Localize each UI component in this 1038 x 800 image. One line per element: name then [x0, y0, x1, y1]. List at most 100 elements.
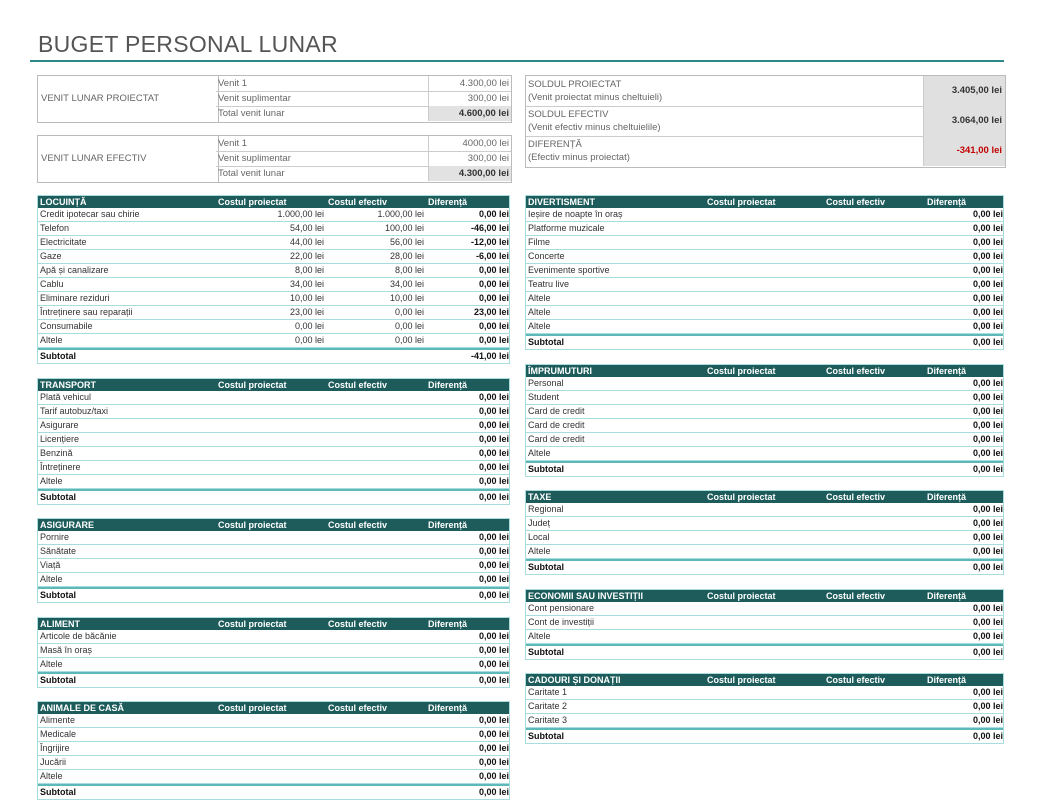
- difference: 0,00 lei: [478, 659, 509, 669]
- actual-cost[interactable]: 0,00 lei: [394, 321, 424, 331]
- actual-cost[interactable]: 0,00 lei: [394, 307, 424, 317]
- difference: 0,00 lei: [478, 645, 509, 655]
- table-row[interactable]: Eliminare reziduri 10,00 lei 10,00 lei 0,00…: [38, 292, 509, 306]
- table-row[interactable]: Altele 0,00 lei: [526, 545, 1003, 559]
- expense-table: ÎMPRUMUTURI Costul proiectat Costul efecti…: [525, 364, 1004, 477]
- table-row[interactable]: Ieșire de noapte în oraș 0,00 lei: [526, 208, 1003, 222]
- category-title: TRANSPORT: [40, 380, 96, 390]
- table-row[interactable]: Benzină 0,00 lei: [38, 447, 509, 461]
- table-row[interactable]: Student 0,00 lei: [526, 391, 1003, 405]
- table-row[interactable]: Apă și canalizare 8,00 lei 8,00 lei 0,00 le…: [38, 264, 509, 278]
- difference: 23,00 lei: [473, 307, 509, 317]
- table-row[interactable]: Întreținere 0,00 lei: [38, 461, 509, 475]
- table-row[interactable]: Altele 0,00 lei: [526, 447, 1003, 461]
- table-row[interactable]: Altele 0,00 lei 0,00 lei 0,00 lei: [38, 334, 509, 348]
- projected-cost[interactable]: 8,00 lei: [294, 265, 324, 275]
- table-row[interactable]: Jucării 0,00 lei: [38, 756, 509, 770]
- expense-table: ECONOMII SAU INVESTIȚII Costul proiectat C…: [525, 589, 1004, 660]
- table-row[interactable]: Caritate 1 0,00 lei: [526, 686, 1003, 700]
- income-total-row: Total venit lunar 4.300,00 lei: [216, 166, 511, 181]
- table-row[interactable]: Card de credit 0,00 lei: [526, 405, 1003, 419]
- table-row[interactable]: Tarif autobuz/taxi 0,00 lei: [38, 405, 509, 419]
- table-row[interactable]: Altele 0,00 lei: [38, 770, 509, 784]
- income-value[interactable]: 300,00 lei: [428, 151, 511, 166]
- table-row[interactable]: Personal 0,00 lei: [526, 377, 1003, 391]
- table-row[interactable]: Altele 0,00 lei: [526, 292, 1003, 306]
- projected-cost[interactable]: 0,00 lei: [294, 335, 324, 345]
- table-row[interactable]: Caritate 2 0,00 lei: [526, 700, 1003, 714]
- income-value[interactable]: 300,00 lei: [428, 91, 511, 106]
- projected-cost[interactable]: 1.000,00 lei: [277, 209, 324, 219]
- title-divider: [30, 60, 1004, 62]
- income-value[interactable]: 4.300,00 lei: [428, 76, 511, 91]
- table-row[interactable]: Cont pensionare 0,00 lei: [526, 602, 1003, 616]
- table-row[interactable]: Cablu 34,00 lei 34,00 lei 0,00 lei: [38, 278, 509, 292]
- table-row[interactable]: Masă în oraș 0,00 lei: [38, 644, 509, 658]
- table-row[interactable]: Articole de băcănie 0,00 lei: [38, 630, 509, 644]
- table-header: ANIMALE DE CASĂ Costul proiectat Costul ef…: [38, 702, 509, 714]
- income-name: Venit suplimentar: [218, 93, 291, 104]
- table-row[interactable]: Alimente 0,00 lei: [38, 714, 509, 728]
- table-row[interactable]: Caritate 3 0,00 lei: [526, 714, 1003, 728]
- table-row[interactable]: Viață 0,00 lei: [38, 559, 509, 573]
- actual-cost[interactable]: 10,00 lei: [389, 293, 424, 303]
- table-row[interactable]: Credit ipotecar sau chirie 1.000,00 lei 1.…: [38, 208, 509, 222]
- projected-cost[interactable]: 54,00 lei: [289, 223, 324, 233]
- table-row[interactable]: Județ 0,00 lei: [526, 517, 1003, 531]
- actual-cost[interactable]: 0,00 lei: [394, 335, 424, 345]
- table-row[interactable]: Plată vehicul 0,00 lei: [38, 391, 509, 405]
- table-row[interactable]: Sănătate 0,00 lei: [38, 545, 509, 559]
- actual-cost[interactable]: 28,00 lei: [389, 251, 424, 261]
- difference: 0,00 lei: [478, 757, 509, 767]
- projected-cost[interactable]: 34,00 lei: [289, 279, 324, 289]
- actual-cost[interactable]: 34,00 lei: [389, 279, 424, 289]
- table-row[interactable]: Altele 0,00 lei: [526, 320, 1003, 334]
- actual-income-label: VENIT LUNAR EFECTIV: [38, 136, 219, 182]
- projected-cost[interactable]: 10,00 lei: [289, 293, 324, 303]
- table-header: ÎMPRUMUTURI Costul proiectat Costul efecti…: [526, 365, 1003, 377]
- table-row[interactable]: Card de credit 0,00 lei: [526, 419, 1003, 433]
- table-row[interactable]: Medicale 0,00 lei: [38, 728, 509, 742]
- table-row[interactable]: Asigurare 0,00 lei: [38, 419, 509, 433]
- table-row[interactable]: Electricitate 44,00 lei 56,00 lei -12,00 le…: [38, 236, 509, 250]
- table-row[interactable]: Card de credit 0,00 lei: [526, 433, 1003, 447]
- table-row[interactable]: Pornire 0,00 lei: [38, 531, 509, 545]
- table-row[interactable]: Evenimente sportive 0,00 lei: [526, 264, 1003, 278]
- table-row[interactable]: Altele 0,00 lei: [38, 573, 509, 587]
- projected-cost[interactable]: 44,00 lei: [289, 237, 324, 247]
- income-value[interactable]: 4000,00 lei: [428, 136, 511, 151]
- table-row[interactable]: Platforme muzicale 0,00 lei: [526, 222, 1003, 236]
- projected-cost[interactable]: 22,00 lei: [289, 251, 324, 261]
- table-row[interactable]: Gaze 22,00 lei 28,00 lei -6,00 lei: [38, 250, 509, 264]
- projected-cost[interactable]: 23,00 lei: [289, 307, 324, 317]
- actual-cost[interactable]: 8,00 lei: [394, 265, 424, 275]
- income-row[interactable]: Venit suplimentar 300,00 lei: [216, 151, 511, 167]
- table-row[interactable]: Altele 0,00 lei: [526, 306, 1003, 320]
- table-row[interactable]: Licențiere 0,00 lei: [38, 433, 509, 447]
- column-difference: Diferență: [927, 492, 967, 502]
- projected-cost[interactable]: 0,00 lei: [294, 321, 324, 331]
- table-row[interactable]: Îngrijire 0,00 lei: [38, 742, 509, 756]
- table-row[interactable]: Filme 0,00 lei: [526, 236, 1003, 250]
- table-row[interactable]: Întreținere sau reparații 23,00 lei 0,00 l…: [38, 306, 509, 320]
- actual-cost[interactable]: 56,00 lei: [389, 237, 424, 247]
- item-name: Gaze: [40, 251, 62, 261]
- table-row[interactable]: Altele 0,00 lei: [526, 630, 1003, 644]
- actual-cost[interactable]: 100,00 lei: [384, 223, 424, 233]
- income-row[interactable]: Venit suplimentar 300,00 lei: [216, 91, 511, 107]
- income-row[interactable]: Venit 1 4000,00 lei: [216, 136, 511, 152]
- table-row[interactable]: Regional 0,00 lei: [526, 503, 1003, 517]
- table-row[interactable]: Concerte 0,00 lei: [526, 250, 1003, 264]
- table-row[interactable]: Local 0,00 lei: [526, 531, 1003, 545]
- table-row[interactable]: Telefon 54,00 lei 100,00 lei -46,00 lei: [38, 222, 509, 236]
- table-header: ALIMENT Costul proiectat Costul efectiv Dif…: [38, 618, 509, 630]
- table-row[interactable]: Altele 0,00 lei: [38, 658, 509, 672]
- actual-cost[interactable]: 1.000,00 lei: [377, 209, 424, 219]
- table-row[interactable]: Teatru live 0,00 lei: [526, 278, 1003, 292]
- table-row[interactable]: Consumabile 0,00 lei 0,00 lei 0,00 lei: [38, 320, 509, 334]
- table-row[interactable]: Cont de investiții 0,00 lei: [526, 616, 1003, 630]
- table-row[interactable]: Altele 0,00 lei: [38, 475, 509, 489]
- subtotal-label: Subtotal: [40, 492, 76, 502]
- income-row[interactable]: Venit 1 4.300,00 lei: [216, 76, 511, 92]
- category-title: DIVERTISMENT: [528, 197, 596, 207]
